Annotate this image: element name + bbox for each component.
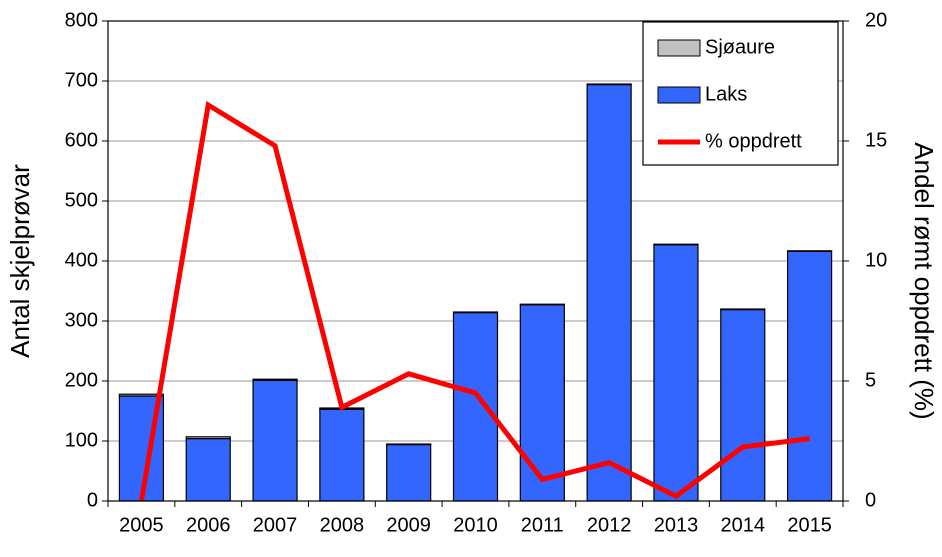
y-tick-label: 600	[65, 129, 98, 151]
y-axis-label: Antal skjelprøvar	[5, 164, 35, 358]
x-tick-label: 2010	[453, 514, 498, 536]
bar	[786, 250, 833, 253]
y-tick-label: 800	[65, 9, 98, 31]
legend-swatch	[657, 39, 701, 57]
x-tick-label: 2012	[587, 514, 632, 536]
y-tick-label: 100	[65, 429, 98, 451]
y2-axis-label: Andel rømt oppdrett (%)	[909, 142, 939, 419]
y2-tick-label: 15	[865, 129, 887, 151]
bar	[185, 436, 231, 440]
bar	[720, 308, 766, 311]
y2-tick-label: 10	[865, 249, 887, 271]
y2-tick-label: 20	[865, 9, 887, 31]
plot-frame	[107, 20, 844, 502]
x-tick-label: 2011	[521, 514, 564, 536]
bar	[720, 309, 766, 502]
y-tick-label: 0	[87, 489, 98, 511]
bar	[118, 393, 165, 397]
bar	[653, 243, 699, 246]
bar	[519, 303, 565, 306]
bar	[519, 304, 565, 502]
legend-label: Sjøaure	[705, 36, 775, 58]
y2-tick-label: 5	[865, 369, 876, 391]
bar	[786, 250, 833, 502]
bar	[386, 444, 432, 502]
line-series	[138, 100, 810, 502]
x-tick-label: 2007	[253, 514, 298, 536]
x-tick-label: 2015	[787, 514, 832, 536]
bar	[319, 408, 365, 502]
y-tick-label: 400	[65, 249, 98, 271]
y-tick-label: 700	[65, 69, 98, 91]
legend-label: Laks	[705, 83, 747, 105]
bar	[586, 83, 632, 86]
y-tick-label: 200	[65, 369, 98, 391]
x-tick-label: 2006	[186, 514, 231, 536]
bar	[586, 83, 632, 502]
y-tick-label: 500	[65, 189, 98, 211]
x-tick-label: 2013	[654, 514, 699, 536]
y-tick-label: 300	[65, 309, 98, 331]
legend-swatch	[657, 86, 701, 104]
x-tick-label: 2005	[119, 514, 164, 536]
bar	[185, 438, 231, 502]
x-tick-label: 2009	[386, 514, 431, 536]
bar	[452, 311, 499, 314]
bar	[452, 312, 499, 502]
x-tick-label: 2014	[721, 514, 766, 536]
bar	[386, 443, 432, 446]
bar	[252, 378, 298, 382]
y2-tick-label: 0	[865, 489, 876, 511]
bar	[653, 244, 699, 502]
bar	[252, 379, 298, 502]
legend-label: % oppdrett	[705, 130, 802, 152]
x-tick-label: 2008	[320, 514, 365, 536]
